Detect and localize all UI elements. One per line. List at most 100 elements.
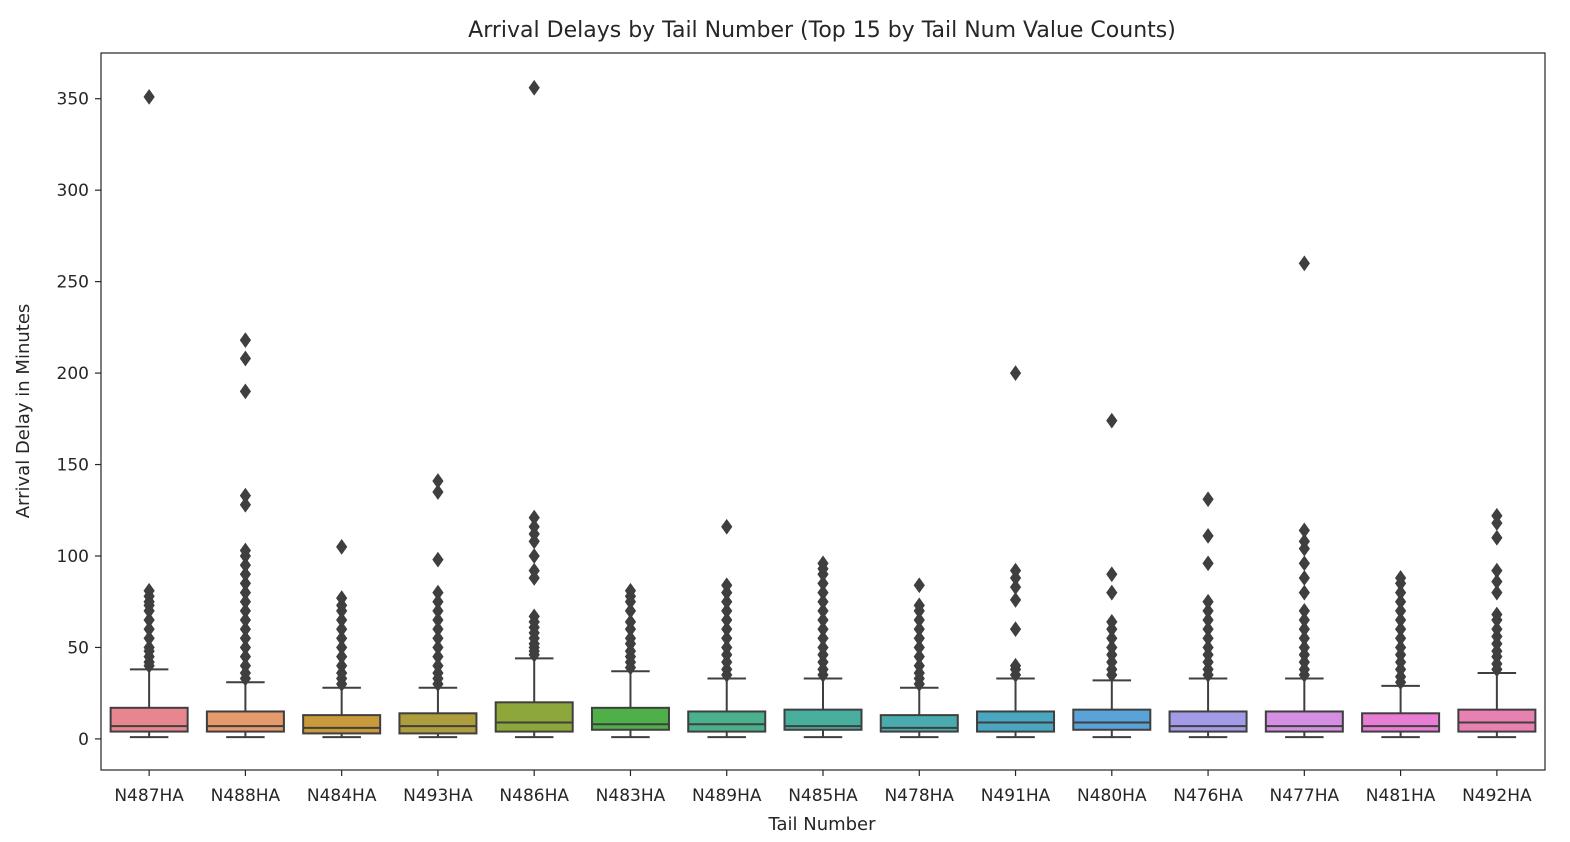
outlier-point <box>336 657 348 674</box>
outlier-point <box>432 593 444 610</box>
outlier-point <box>336 621 348 638</box>
outlier-point <box>336 630 348 647</box>
outlier-point <box>1202 593 1214 610</box>
outlier-point <box>624 603 637 619</box>
outlier-point <box>1394 570 1407 586</box>
outlier-point <box>1298 630 1310 647</box>
x-tick-label: N488HA <box>211 786 281 806</box>
boxes-layer <box>109 79 1537 739</box>
outlier-point <box>721 593 733 610</box>
outlier-point <box>143 621 155 638</box>
outlier-point <box>1202 603 1214 619</box>
box-group <box>976 365 1056 739</box>
outlier-point <box>1394 621 1407 638</box>
x-tick-label: N481HA <box>1366 786 1436 806</box>
outlier-point <box>1009 579 1022 595</box>
outlier-point <box>143 630 155 647</box>
iqr-box <box>1457 708 1537 733</box>
outlier-point <box>1491 584 1503 601</box>
outlier-point <box>721 639 733 656</box>
outlier-point <box>817 593 829 610</box>
x-tick-label: N480HA <box>1077 786 1147 806</box>
outlier-point <box>913 597 925 614</box>
y-tick-label: 50 <box>67 638 89 658</box>
iqr-box <box>109 706 189 733</box>
iqr-box <box>1361 712 1441 733</box>
iqr-box <box>1072 708 1152 731</box>
outlier-point <box>1202 612 1214 628</box>
outlier-point <box>1298 612 1310 628</box>
outlier-point <box>432 630 444 647</box>
outlier-point <box>1009 657 1022 674</box>
outlier-point <box>432 648 444 665</box>
outlier-point <box>336 612 348 628</box>
outlier-point <box>528 79 540 96</box>
x-tick-label: N476HA <box>1173 786 1243 806</box>
outlier-point <box>432 621 444 638</box>
outlier-point <box>432 484 444 500</box>
box-group <box>109 89 189 739</box>
outlier-point <box>239 575 252 592</box>
box-group <box>1168 491 1248 739</box>
box-group <box>1457 507 1537 739</box>
iqr-box <box>302 714 382 735</box>
outlier-point <box>1491 621 1503 638</box>
outlier-point <box>721 603 733 619</box>
outlier-point <box>1106 630 1118 647</box>
outlier-point <box>913 630 925 647</box>
outlier-point <box>1394 639 1407 656</box>
outlier-point <box>1106 566 1118 583</box>
outlier-point <box>432 603 444 619</box>
outlier-point <box>1298 533 1310 550</box>
outlier-point <box>239 566 252 583</box>
outlier-point <box>239 612 252 628</box>
outlier-point <box>913 657 925 674</box>
outlier-point <box>239 383 252 400</box>
iqr-box <box>783 708 863 731</box>
x-tick-label: N492HA <box>1462 786 1532 806</box>
outlier-point <box>913 621 925 638</box>
x-axis-label: Tail Number <box>767 814 876 835</box>
x-tick-label: N477HA <box>1270 786 1340 806</box>
outlier-point <box>1298 603 1310 619</box>
box-group <box>879 577 959 739</box>
outlier-point <box>913 648 925 665</box>
outlier-point <box>1298 570 1310 586</box>
y-tick-label: 300 <box>57 181 89 201</box>
box-group <box>1072 412 1152 739</box>
iqr-box <box>1264 710 1344 733</box>
outlier-point <box>528 608 540 625</box>
x-tick-label: N489HA <box>692 786 762 806</box>
outlier-point <box>143 89 155 105</box>
outlier-point <box>1491 529 1503 546</box>
box-group <box>494 79 574 739</box>
iqr-box <box>1168 710 1248 733</box>
outlier-point <box>913 577 925 594</box>
outlier-point <box>528 509 540 526</box>
outlier-point <box>1394 593 1407 610</box>
outlier-point <box>1394 612 1407 628</box>
iqr-box <box>879 714 959 733</box>
x-tick-label: N486HA <box>499 786 569 806</box>
outlier-point <box>528 518 540 535</box>
outlier-point <box>721 630 733 647</box>
outlier-point <box>1491 562 1503 579</box>
outlier-point <box>624 613 637 630</box>
outlier-point <box>817 630 829 647</box>
outlier-point <box>1298 584 1310 601</box>
x-axis: N487HA N488HA N484HA N493HA N486HA N483HA N489… <box>114 770 1532 806</box>
outlier-point <box>1202 491 1214 508</box>
outlier-point <box>1106 639 1118 656</box>
outlier-point <box>1009 365 1022 381</box>
y-tick-label: 250 <box>57 273 89 293</box>
outlier-point <box>143 582 155 599</box>
outlier-point <box>624 630 637 647</box>
outlier-point <box>432 657 444 674</box>
outlier-point <box>239 350 252 367</box>
chart-title: Arrival Delays by Tail Number (Top 15 by… <box>468 18 1176 43</box>
box-group <box>687 518 767 739</box>
outlier-point <box>239 557 252 574</box>
y-axis: 0 50 100 150 200 250 300 350 <box>57 90 101 750</box>
outlier-point <box>624 582 637 599</box>
